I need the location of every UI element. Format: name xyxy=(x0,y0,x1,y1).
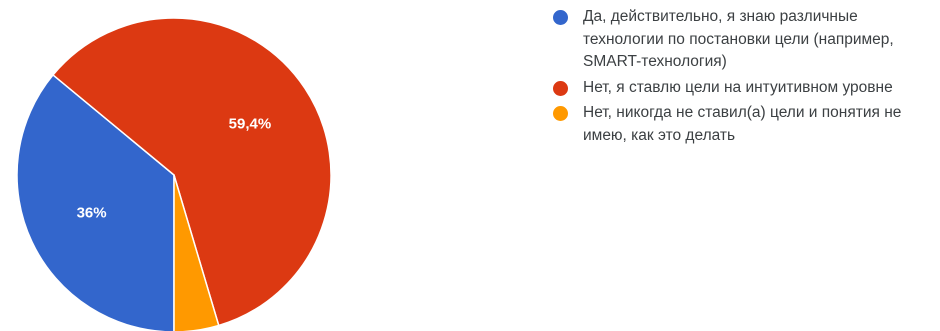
legend-swatch-icon xyxy=(553,80,568,96)
legend: Да, действительно, я знаю различные техн… xyxy=(549,6,934,150)
pie-plot: 36% 59,4% xyxy=(16,17,332,331)
pie-slice-1 xyxy=(16,74,175,331)
slice-value-label-1: 36% xyxy=(77,205,107,222)
legend-item-1: Да, действительно, я знаю различные техн… xyxy=(549,6,934,74)
legend-label: Нет, никогда не ставил(а) цели и понятия… xyxy=(583,104,902,144)
slice-value-label-2: 59,4% xyxy=(229,116,272,133)
legend-swatch-icon xyxy=(553,106,568,121)
pie-slice-2 xyxy=(52,17,332,327)
legend-item-3: Нет, никогда не ставил(а) цели и понятия… xyxy=(549,102,934,147)
legend-item-2: Нет, я ставлю цели на интуитивном уровне xyxy=(549,77,934,100)
pie-slice-3 xyxy=(173,174,220,331)
legend-label: Нет, я ставлю цели на интуитивном уровне xyxy=(583,78,893,96)
legend-swatch-icon xyxy=(553,10,568,25)
legend-label: Да, действительно, я знаю различные техн… xyxy=(583,8,894,70)
